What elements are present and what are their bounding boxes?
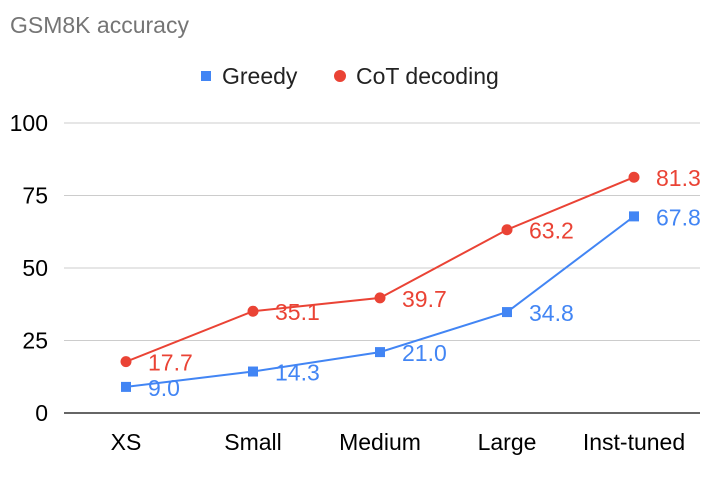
x-tick-label: Small bbox=[224, 429, 282, 455]
gridlines bbox=[64, 122, 700, 414]
data-point bbox=[375, 347, 385, 358]
chart-title: GSM8K accuracy bbox=[10, 12, 189, 38]
data-label: 67.8 bbox=[656, 204, 701, 230]
y-axis-ticks: 0 25 50 75 100 bbox=[10, 110, 48, 426]
legend-marker bbox=[201, 71, 211, 81]
data-point bbox=[247, 305, 259, 317]
data-labels: 9.0 14.3 21.0 34.8 67.8 17.7 35.1 39.7 63.2 81.3 bbox=[148, 165, 701, 401]
y-tick-label: 25 bbox=[22, 328, 48, 354]
y-tick-label: 50 bbox=[22, 255, 48, 281]
data-label: 35.1 bbox=[275, 299, 320, 325]
data-point bbox=[628, 171, 640, 183]
data-label: 81.3 bbox=[656, 165, 701, 191]
data-point bbox=[121, 381, 131, 392]
legend: Greedy CoT decoding bbox=[201, 63, 499, 89]
x-tick-label: Large bbox=[478, 429, 537, 455]
y-tick-label: 75 bbox=[22, 183, 48, 209]
series-markers bbox=[120, 171, 640, 392]
data-point bbox=[502, 307, 512, 318]
data-label: 17.7 bbox=[148, 350, 193, 376]
y-tick-label: 0 bbox=[35, 400, 48, 426]
data-label: 9.0 bbox=[148, 375, 180, 401]
data-point bbox=[374, 292, 386, 304]
data-point bbox=[501, 224, 513, 236]
x-tick-label: Inst-tuned bbox=[583, 429, 685, 455]
data-point bbox=[120, 356, 132, 368]
legend-label: Greedy bbox=[222, 63, 298, 89]
series-line bbox=[125, 176, 635, 363]
data-point bbox=[629, 211, 639, 222]
data-label: 63.2 bbox=[529, 218, 574, 244]
data-point bbox=[248, 366, 258, 377]
legend-label: CoT decoding bbox=[356, 63, 499, 89]
data-label: 34.8 bbox=[529, 300, 574, 326]
data-label: 21.0 bbox=[402, 340, 447, 366]
x-tick-label: Medium bbox=[339, 429, 421, 455]
data-label: 14.3 bbox=[275, 360, 320, 386]
x-tick-label: XS bbox=[111, 429, 142, 455]
legend-marker bbox=[334, 70, 346, 82]
x-axis-ticks: XS Small Medium Large Inst-tuned bbox=[111, 429, 685, 455]
y-tick-label: 100 bbox=[10, 110, 48, 136]
data-label: 39.7 bbox=[402, 286, 447, 312]
